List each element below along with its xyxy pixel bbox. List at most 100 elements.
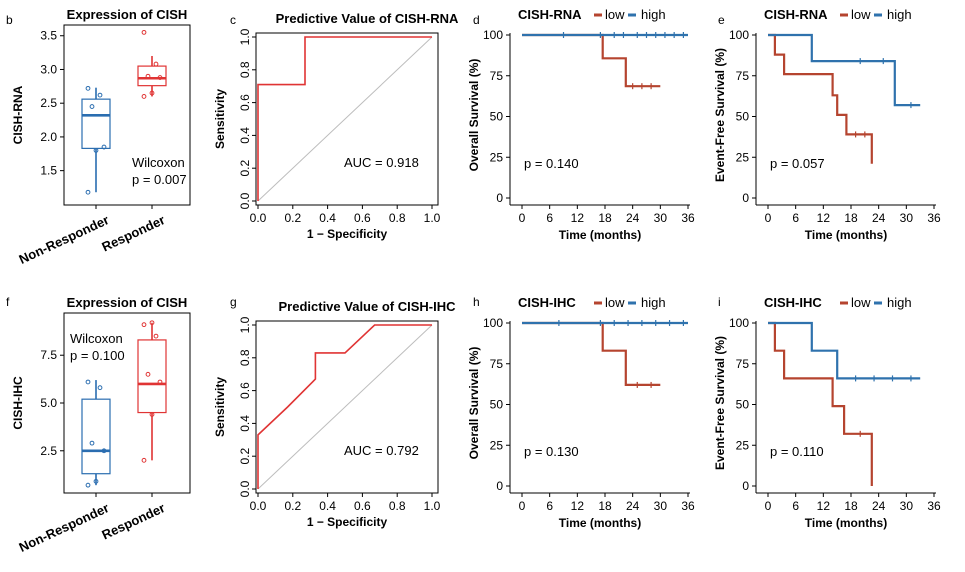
panel-b-point-1-5 xyxy=(141,29,147,35)
panel-f-category-label-0: Non-Responder xyxy=(17,500,112,555)
panel-h-ytick-label-0: 0 xyxy=(496,479,503,493)
panel-b-category-label-1: Responder xyxy=(99,212,167,254)
panel-h-title: CISH-IHC xyxy=(518,295,576,310)
panel-i-ytick-label-0: 0 xyxy=(742,479,749,493)
panel-letter-h: h xyxy=(473,295,480,309)
panel-f-point-1-2 xyxy=(157,379,163,385)
panel-d-xtick-label-2: 12 xyxy=(571,211,585,225)
panel-f-title: Expression of CISH xyxy=(67,295,188,310)
panel-i-ylabel: Event-Free Survival (%) xyxy=(713,336,727,470)
panel-d-legend-label-0: low xyxy=(605,7,625,22)
panel-c-xtick-label-4: 0.8 xyxy=(389,211,406,225)
panel-b-point-1-0 xyxy=(141,94,147,99)
panel-h-xtick-label-5: 30 xyxy=(654,499,668,513)
panel-c-ylabel: Sensitivity xyxy=(213,89,227,149)
panel-c-ytick-label-2: 0.4 xyxy=(238,127,252,144)
panel-f-annotation-p: p = 0.100 xyxy=(70,348,125,363)
panel-e-xtick-label-4: 24 xyxy=(872,211,886,225)
panel-i-title: CISH-IHC xyxy=(764,295,822,310)
panel-b-box-1 xyxy=(137,65,167,87)
panel-d-xtick-label-3: 18 xyxy=(598,211,612,225)
panel-c-xtick-label-3: 0.6 xyxy=(354,211,371,225)
panel-e-legend-label-0: low xyxy=(851,7,871,22)
panel-letter-c: c xyxy=(230,13,236,27)
panel-b-ytick-label-3: 3.0 xyxy=(40,62,57,76)
panel-h-legend-label-0: low xyxy=(605,295,625,310)
panel-e-xtick-label-0: 0 xyxy=(765,211,772,225)
panel-h-p-value: p = 0.130 xyxy=(524,444,579,459)
panel-f-point-0-0 xyxy=(85,482,91,488)
panel-f-point-0-3 xyxy=(89,440,95,446)
panel-e-survival-curve-low xyxy=(768,33,873,164)
panel-h-xtick-label-4: 24 xyxy=(626,499,640,513)
panel-d-title: CISH-RNA xyxy=(518,7,582,22)
panel-g-auc-annotation: AUC = 0.792 xyxy=(344,443,419,458)
panel-e-xtick-label-6: 36 xyxy=(927,211,941,225)
panel-i-ytick-label-3: 75 xyxy=(736,357,750,371)
panel-b-point-0-0 xyxy=(85,189,91,195)
panel-g-xtick-label-0: 0.0 xyxy=(250,499,267,513)
panel-g-xtick-label-3: 0.6 xyxy=(354,499,371,513)
panel-letter-d: d xyxy=(473,13,480,27)
panel-f-ytick-label-0: 2.5 xyxy=(40,444,57,458)
panel-b-point-1-4 xyxy=(153,61,159,67)
panel-g-ytick-label-0: 0.0 xyxy=(238,480,252,497)
panel-c-frame xyxy=(255,32,439,206)
panel-f-point-1-1 xyxy=(149,412,155,417)
panel-e-xtick-label-3: 18 xyxy=(844,211,858,225)
panel-g-ytick-label-5: 1.0 xyxy=(238,316,252,333)
panel-h-legend-label-1: high xyxy=(641,295,666,310)
panel-e-survival-curve-high xyxy=(768,33,921,107)
panel-c-ytick-label-0: 0.0 xyxy=(238,192,252,209)
panel-d-xtick-label-1: 6 xyxy=(546,211,553,225)
panel-h-ylabel: Overall Survival (%) xyxy=(467,347,481,460)
panel-d-xtick-label-6: 36 xyxy=(681,211,695,225)
panel-i-p-value: p = 0.110 xyxy=(770,444,824,459)
panel-e-ytick-label-0: 0 xyxy=(742,191,749,205)
panel-b-frame xyxy=(63,24,191,206)
panel-d-ytick-label-0: 0 xyxy=(496,191,503,205)
panel-c-xtick-label-5: 1.0 xyxy=(424,211,441,225)
panel-b-box-0 xyxy=(81,98,111,149)
panel-b-point-0-2 xyxy=(101,144,107,150)
panel-letter-i: i xyxy=(718,295,721,309)
panel-b-title: Expression of CISH xyxy=(67,7,188,22)
panel-b-point-1-2 xyxy=(157,75,163,80)
panel-b-annotation-test: Wilcoxon xyxy=(132,155,185,170)
panel-f-point-1-3 xyxy=(145,371,151,377)
panel-g-frame xyxy=(255,320,439,494)
panel-i-xtick-label-2: 12 xyxy=(817,499,831,513)
panel-g-xtick-label-4: 0.8 xyxy=(389,499,406,513)
panel-d-legend-label-1: high xyxy=(641,7,666,22)
panel-i-xlabel: Time (months) xyxy=(805,516,887,530)
panel-d-ytick-label-1: 25 xyxy=(490,150,504,164)
panel-f-point-1-6 xyxy=(149,320,155,326)
panel-f-category-label-1: Responder xyxy=(99,500,167,542)
panel-b-ytick-label-1: 2.0 xyxy=(40,130,57,144)
panel-g-diagonal xyxy=(257,324,433,490)
panel-i-xtick-label-4: 24 xyxy=(872,499,886,513)
panel-g-ytick-label-2: 0.4 xyxy=(238,415,252,432)
panel-i-xtick-label-3: 18 xyxy=(844,499,858,513)
panel-f-point-0-2 xyxy=(101,448,107,454)
panel-e-xtick-label-5: 30 xyxy=(900,211,914,225)
panel-letter-f: f xyxy=(6,295,10,309)
panel-f-point-1-5 xyxy=(141,322,147,328)
panel-h-xtick-label-3: 18 xyxy=(598,499,612,513)
panel-h-ytick-label-4: 100 xyxy=(483,316,503,330)
panel-f-ytick-label-1: 5.0 xyxy=(40,396,57,410)
panel-b-point-0-1 xyxy=(93,148,99,153)
panel-b-ytick-label-0: 1.5 xyxy=(40,164,57,178)
panel-i-survival-curve-low xyxy=(768,321,873,486)
panel-g-xlabel: 1 − Specificity xyxy=(307,515,388,529)
panel-f-point-0-4 xyxy=(97,385,103,391)
panel-f-point-0-5 xyxy=(85,379,91,385)
panel-b-point-1-3 xyxy=(145,73,151,79)
panel-letter-e: e xyxy=(718,13,725,27)
panel-i-xtick-label-1: 6 xyxy=(792,499,799,513)
panel-f-ylabel: CISH-IHC xyxy=(11,376,25,430)
panel-b-ytick-label-2: 2.5 xyxy=(40,96,57,110)
panel-e-ytick-label-2: 50 xyxy=(736,110,750,124)
panel-h-ytick-label-1: 25 xyxy=(490,438,504,452)
panel-d-ylabel: Overall Survival (%) xyxy=(467,59,481,172)
